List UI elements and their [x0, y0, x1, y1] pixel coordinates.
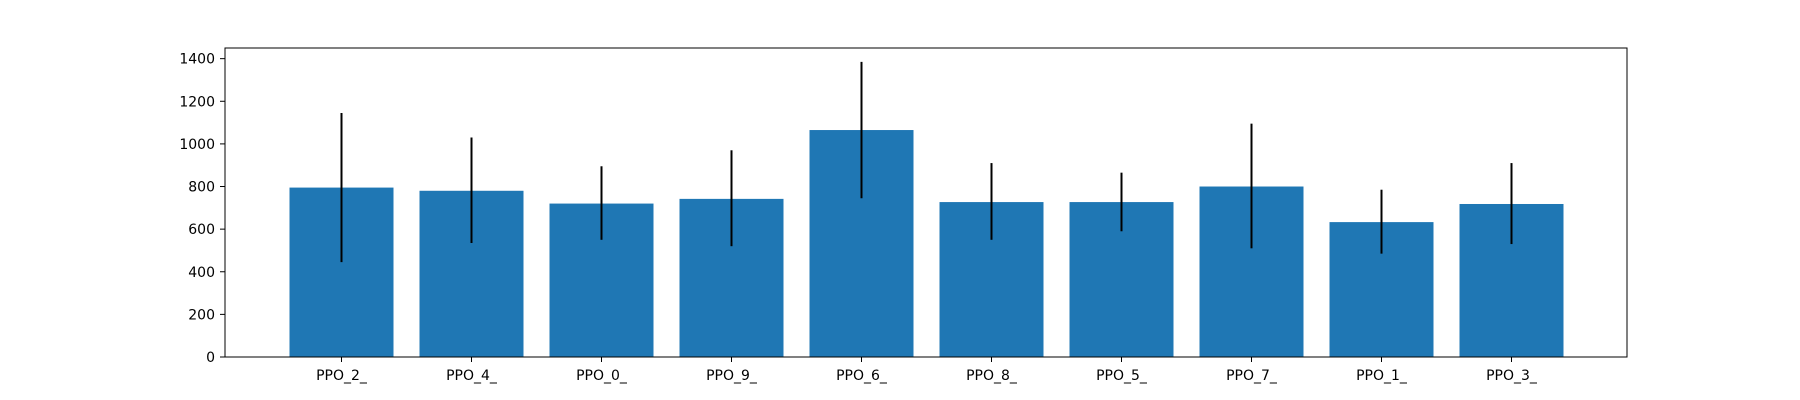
- x-tick-label: PPO_1_: [1356, 368, 1408, 384]
- y-axis: 0 200 400 600 800 1000 1200 1400: [179, 52, 225, 366]
- error-bars-layer: [340, 61, 1513, 263]
- y-tick-label: 400: [188, 265, 215, 281]
- x-tick-label: PPO_0_: [576, 368, 628, 384]
- y-tick-label: 1400: [179, 52, 215, 68]
- x-tick-label: PPO_7_: [1226, 368, 1278, 384]
- x-tick-label: PPO_2_: [316, 368, 368, 384]
- y-tick-label: 1000: [179, 137, 215, 153]
- x-tick-label: PPO_6_: [836, 368, 888, 384]
- bars-layer: [289, 130, 1564, 357]
- x-tick-label: PPO_4_: [446, 368, 498, 384]
- x-tick-label: PPO_3_: [1486, 368, 1538, 384]
- x-axis: PPO_2_ PPO_4_ PPO_0_ PPO_9_ PPO_6_ PPO_8_ PPO_…: [316, 357, 1538, 384]
- y-tick-label: 800: [188, 180, 215, 196]
- plot-frame: [224, 47, 1628, 358]
- x-tick-label: PPO_9_: [706, 368, 758, 384]
- y-tick-label: 0: [206, 350, 215, 366]
- x-tick-label: PPO_5_: [1096, 368, 1148, 384]
- y-tick-label: 1200: [179, 94, 215, 110]
- y-tick-label: 600: [188, 222, 215, 238]
- x-tick-label: PPO_8_: [966, 368, 1018, 384]
- y-tick-label: 200: [188, 307, 215, 323]
